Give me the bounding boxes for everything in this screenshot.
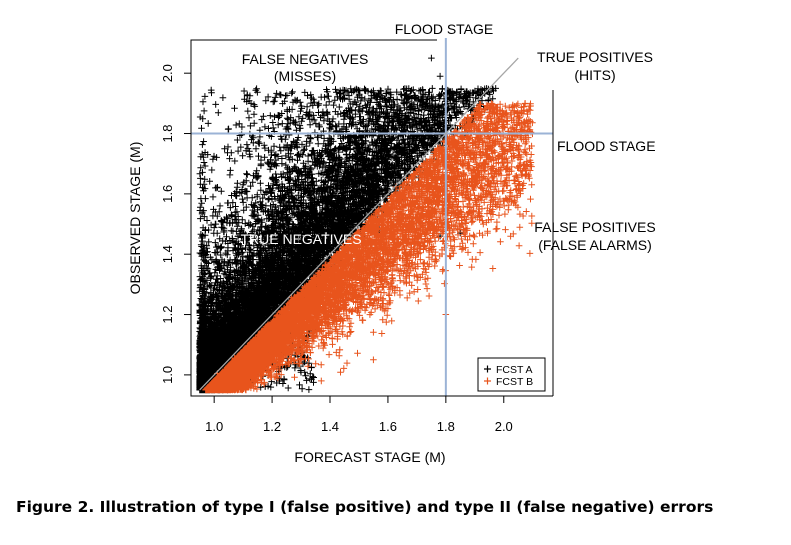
x-axis-label: FORECAST STAGE (M) — [294, 449, 445, 465]
plot-frame — [190, 39, 553, 397]
x-tick-label: 1.0 — [205, 419, 223, 434]
false-positives-label: FALSE POSITIVES — [534, 219, 655, 235]
false-alarms-label: (FALSE ALARMS) — [538, 237, 652, 253]
x-tick-label: 2.0 — [495, 419, 513, 434]
one-to-one-line — [199, 57, 519, 391]
chart-labels: FLOOD STAGE FLOOD STAGE FALSE NEGATIVES(MI… — [240, 21, 656, 392]
x-tick-label: 1.4 — [321, 419, 339, 434]
flood-stage-top-label: FLOOD STAGE — [395, 21, 494, 37]
axes: 1.0 1.2 1.4 1.6 1.8 2.0 1.0 1.2 1.4 1.6 1.8 2.0 FORE… — [127, 39, 554, 465]
fcst-b-markers — [202, 100, 536, 394]
legend-entry: FCST B — [496, 376, 533, 388]
legend-marker — [484, 365, 491, 373]
y-tick-label: 1.0 — [160, 366, 175, 384]
figure-caption: Figure 2. Illustration of type I (false … — [16, 498, 714, 516]
false-negatives-label: FALSE NEGATIVES — [242, 51, 369, 67]
flood-stage-right-label: FLOOD STAGE — [557, 138, 656, 154]
y-tick-label: 1.2 — [160, 306, 175, 324]
legend-entry: FCST A — [496, 364, 533, 376]
true-positives-label: TRUE POSITIVES — [537, 49, 653, 65]
series-fcst-b-points — [202, 100, 536, 394]
y-tick-label: 1.4 — [160, 245, 175, 263]
legend-marker — [484, 377, 491, 385]
x-tick-label: 1.2 — [263, 419, 281, 434]
y-tick-label: 1.8 — [160, 124, 175, 142]
y-tick-label: 2.0 — [160, 64, 175, 82]
x-tick-label: 1.6 — [379, 419, 397, 434]
true-negatives-label: TRUE NEGATIVES — [240, 231, 361, 247]
chart-figure: 1.0 1.2 1.4 1.6 1.8 2.0 1.0 1.2 1.4 1.6 1.8 2.0 FORE… — [127, 21, 656, 465]
misses-label: (MISSES) — [274, 68, 336, 84]
x-tick-label: 1.8 — [437, 419, 455, 434]
y-axis-label: OBSERVED STAGE (M) — [127, 142, 143, 295]
legend-box — [477, 357, 546, 392]
y-tick-label: 1.6 — [160, 185, 175, 203]
hits-label: (HITS) — [574, 67, 615, 83]
reference-lines — [191, 38, 553, 396]
